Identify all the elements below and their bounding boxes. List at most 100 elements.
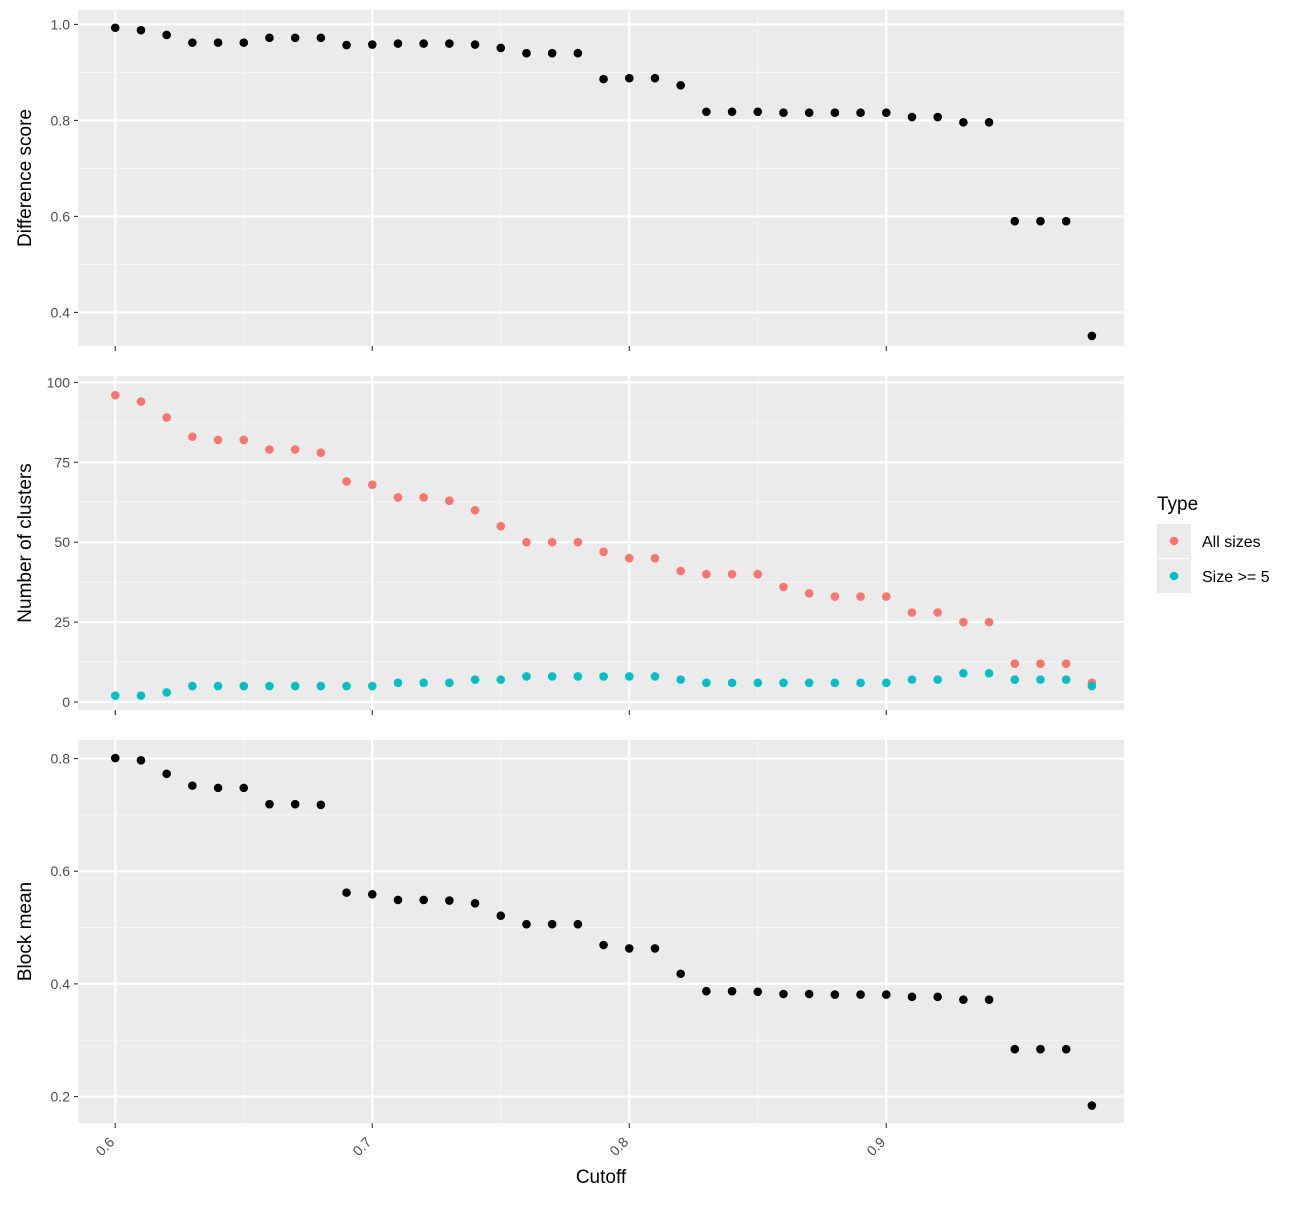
y-axis-title: Difference score [15, 109, 36, 247]
data-point [830, 592, 840, 601]
y-tick-label: 0.4 [51, 304, 71, 320]
data-point [445, 39, 454, 48]
y-tick-label: 0.8 [51, 751, 71, 767]
data-point [265, 445, 274, 454]
data-point [959, 995, 968, 1004]
data-point [547, 48, 557, 58]
data-point [907, 112, 917, 122]
data-point [367, 890, 377, 899]
data-point [213, 681, 223, 691]
data-point [779, 108, 788, 118]
y-tick-label: 0.8 [51, 112, 71, 128]
data-point [984, 118, 994, 127]
data-point [290, 445, 300, 454]
data-point [959, 118, 968, 127]
data-point [110, 23, 120, 33]
data-point [419, 895, 428, 905]
data-point [1010, 659, 1020, 668]
data-point [1036, 675, 1045, 684]
data-point [136, 755, 146, 765]
data-point [856, 678, 865, 688]
data-point [804, 989, 814, 999]
data-point [470, 675, 480, 684]
data-point [496, 43, 506, 53]
data-point [136, 25, 146, 35]
data-point [445, 678, 454, 688]
data-point [727, 986, 737, 996]
data-point [650, 73, 660, 83]
panel-background [78, 740, 1124, 1123]
data-point [188, 781, 197, 790]
data-point [316, 33, 326, 43]
data-point [522, 919, 531, 929]
legend-label: All sizes [1202, 534, 1261, 551]
data-point [804, 589, 814, 598]
data-point [419, 39, 428, 48]
data-point [290, 681, 300, 691]
data-point [907, 608, 917, 617]
data-point [881, 592, 891, 601]
data-point [933, 675, 942, 684]
data-point [702, 569, 711, 579]
y-tick-label: 0 [62, 694, 70, 710]
data-point [1010, 1044, 1020, 1054]
data-point [804, 108, 814, 118]
data-point [1061, 659, 1071, 668]
data-point [342, 681, 351, 691]
data-point [676, 566, 685, 576]
data-point [162, 413, 171, 422]
data-point [239, 38, 249, 47]
data-point [856, 990, 865, 999]
data-point [1087, 331, 1097, 341]
data-point [470, 40, 480, 49]
data-point [393, 678, 403, 688]
data-point [547, 537, 557, 547]
x-axis-title: Cutoff [576, 1167, 627, 1188]
data-point [1036, 1044, 1045, 1054]
data-point [547, 672, 557, 681]
y-tick-label: 75 [54, 454, 70, 470]
data-point [907, 675, 917, 684]
data-point [650, 553, 660, 563]
data-point [547, 919, 557, 929]
data-point [753, 987, 763, 997]
data-point [136, 691, 146, 700]
data-point [907, 992, 917, 1002]
data-point [830, 108, 840, 118]
data-point [984, 995, 994, 1004]
data-point [676, 81, 685, 90]
data-point [624, 944, 634, 953]
data-point [599, 940, 608, 950]
data-point [265, 799, 274, 809]
data-point [1061, 216, 1071, 226]
data-point [1061, 675, 1071, 684]
data-point [650, 944, 660, 953]
data-point [650, 672, 660, 681]
data-point [367, 40, 377, 49]
x-tick-label: 0.6 [92, 1134, 117, 1159]
legend-title: Type [1157, 494, 1198, 515]
y-tick-label: 0.4 [51, 976, 71, 992]
data-point [727, 569, 737, 579]
data-point [496, 911, 506, 921]
data-point [290, 799, 300, 809]
data-point [624, 672, 634, 681]
data-point [110, 753, 120, 763]
data-point [779, 582, 788, 592]
data-point [522, 672, 531, 681]
data-point [1010, 216, 1020, 226]
data-point [984, 668, 994, 678]
data-point [573, 672, 583, 681]
y-tick-label: 25 [54, 614, 70, 630]
data-point [881, 678, 891, 688]
panel-3: 0.2 0.4 0.6 0.8 Block mean 0.6 0.7 0.8 0.9 Cutoff [15, 740, 1124, 1188]
data-point [830, 678, 840, 688]
data-point [804, 678, 814, 688]
data-point [599, 672, 608, 681]
panel-background [78, 10, 1124, 346]
data-point [445, 496, 454, 505]
data-point [419, 678, 428, 688]
y-tick-label: 0.6 [51, 208, 71, 224]
data-point [265, 33, 274, 43]
